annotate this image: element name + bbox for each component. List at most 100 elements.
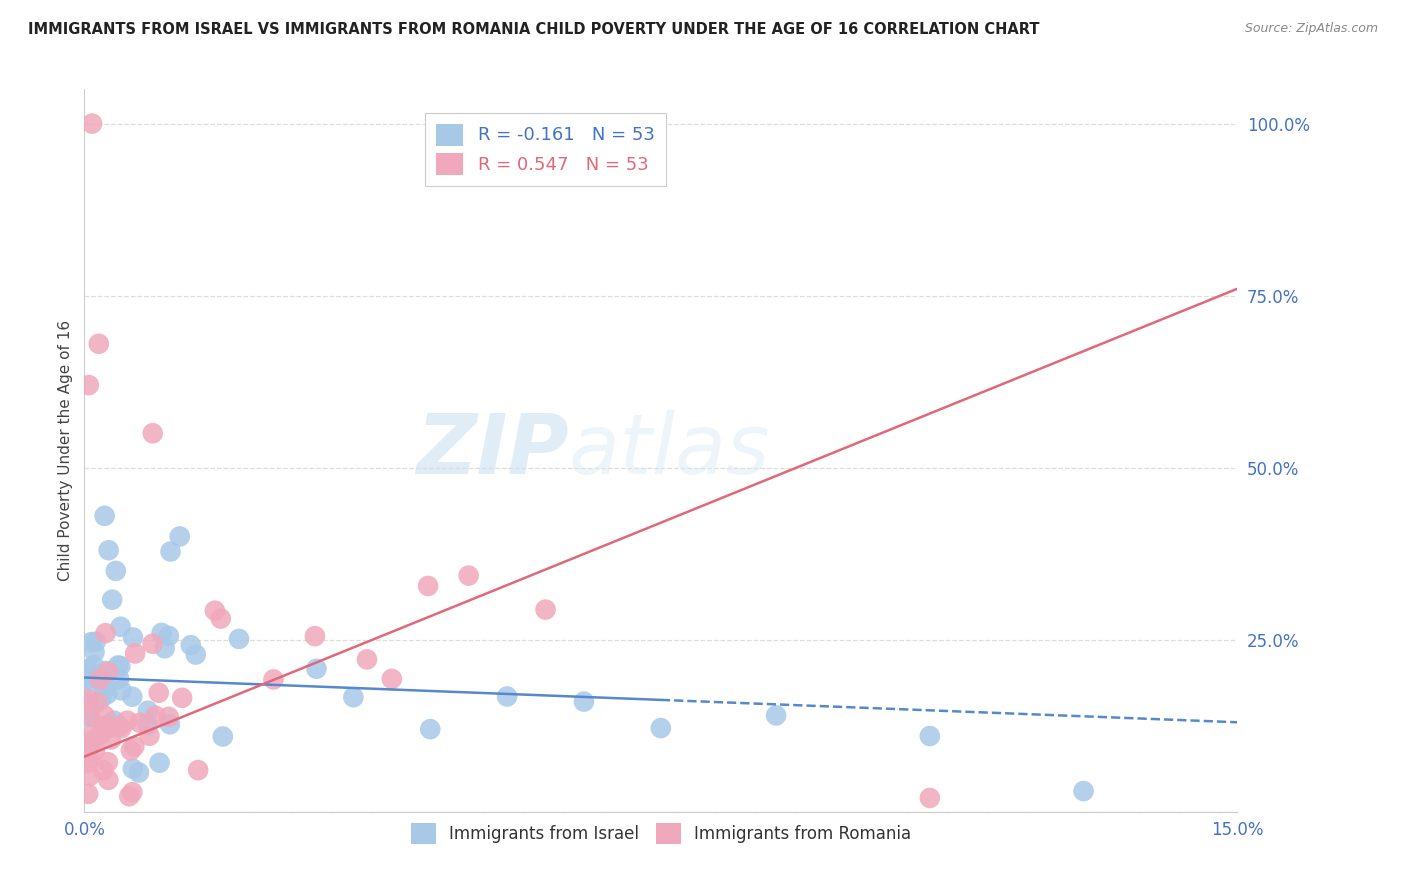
Point [124, 647, 146, 661]
Point [87, 336, 110, 351]
Point [304, 629, 326, 643]
Point [416, 579, 439, 593]
Point [77, 378, 100, 392]
Point [136, 718, 159, 732]
Point [93, 723, 115, 737]
Legend: Immigrants from Israel, Immigrants from Romania: Immigrants from Israel, Immigrants from … [404, 817, 918, 850]
Point [93, 683, 115, 698]
Point [381, 672, 404, 686]
Point [142, 426, 165, 441]
Point [262, 673, 284, 687]
Point [142, 637, 165, 651]
Point [82, 734, 104, 748]
Point [918, 791, 941, 805]
Point [211, 730, 233, 744]
Point [96, 687, 118, 701]
Point [157, 629, 180, 643]
Point [148, 686, 170, 700]
Text: IMMIGRANTS FROM ISRAEL VS IMMIGRANTS FROM ROMANIA CHILD POVERTY UNDER THE AGE OF: IMMIGRANTS FROM ISRAEL VS IMMIGRANTS FRO… [28, 22, 1039, 37]
Point [356, 652, 378, 666]
Point [209, 611, 232, 625]
Point [110, 659, 132, 673]
Point [457, 568, 479, 582]
Point [122, 631, 145, 645]
Point [117, 714, 139, 728]
Point [108, 672, 131, 686]
Point [180, 638, 202, 652]
Y-axis label: Child Poverty Under the Age of 16: Child Poverty Under the Age of 16 [58, 320, 73, 581]
Point [79, 769, 101, 783]
Point [90, 691, 112, 706]
Point [80, 635, 103, 649]
Point [83, 645, 105, 659]
Point [128, 715, 150, 730]
Point [90, 727, 112, 741]
Point [77, 749, 100, 764]
Point [83, 743, 105, 757]
Point [77, 692, 100, 706]
Point [128, 765, 150, 780]
Point [86, 695, 108, 709]
Text: Source: ZipAtlas.com: Source: ZipAtlas.com [1244, 22, 1378, 36]
Point [89, 673, 111, 687]
Point [100, 732, 122, 747]
Point [104, 564, 127, 578]
Point [918, 729, 941, 743]
Point [77, 756, 100, 770]
Point [120, 743, 142, 757]
Point [79, 738, 101, 752]
Point [91, 763, 114, 777]
Point [136, 704, 159, 718]
Point [148, 756, 170, 770]
Point [650, 721, 672, 735]
Point [172, 690, 194, 705]
Point [97, 772, 120, 787]
Point [94, 664, 117, 678]
Text: atlas: atlas [568, 410, 770, 491]
Point [110, 620, 132, 634]
Point [93, 508, 115, 523]
Point [1073, 784, 1095, 798]
Point [83, 658, 105, 673]
Point [84, 634, 107, 648]
Point [82, 726, 104, 740]
Point [94, 673, 117, 688]
Point [98, 721, 121, 735]
Point [496, 690, 519, 704]
Text: ZIP: ZIP [416, 410, 568, 491]
Point [91, 720, 114, 734]
Point [159, 544, 181, 558]
Point [121, 690, 143, 704]
Point [77, 672, 100, 686]
Point [93, 708, 115, 723]
Point [107, 658, 129, 673]
Point [150, 626, 173, 640]
Point [138, 729, 160, 743]
Point [305, 662, 328, 676]
Point [101, 592, 124, 607]
Point [228, 632, 250, 646]
Point [110, 721, 132, 735]
Point [342, 690, 364, 705]
Point [77, 707, 100, 722]
Point [110, 683, 132, 698]
Point [80, 117, 103, 131]
Point [153, 641, 176, 656]
Point [572, 695, 595, 709]
Point [159, 717, 181, 731]
Point [765, 708, 787, 723]
Point [103, 714, 125, 728]
Point [187, 763, 209, 777]
Point [145, 708, 167, 723]
Point [169, 529, 191, 543]
Point [97, 755, 120, 769]
Point [534, 602, 557, 616]
Point [121, 785, 143, 799]
Point [121, 762, 143, 776]
Point [419, 722, 441, 736]
Point [184, 648, 207, 662]
Point [77, 696, 100, 710]
Point [97, 665, 120, 679]
Point [77, 675, 100, 690]
Point [204, 604, 226, 618]
